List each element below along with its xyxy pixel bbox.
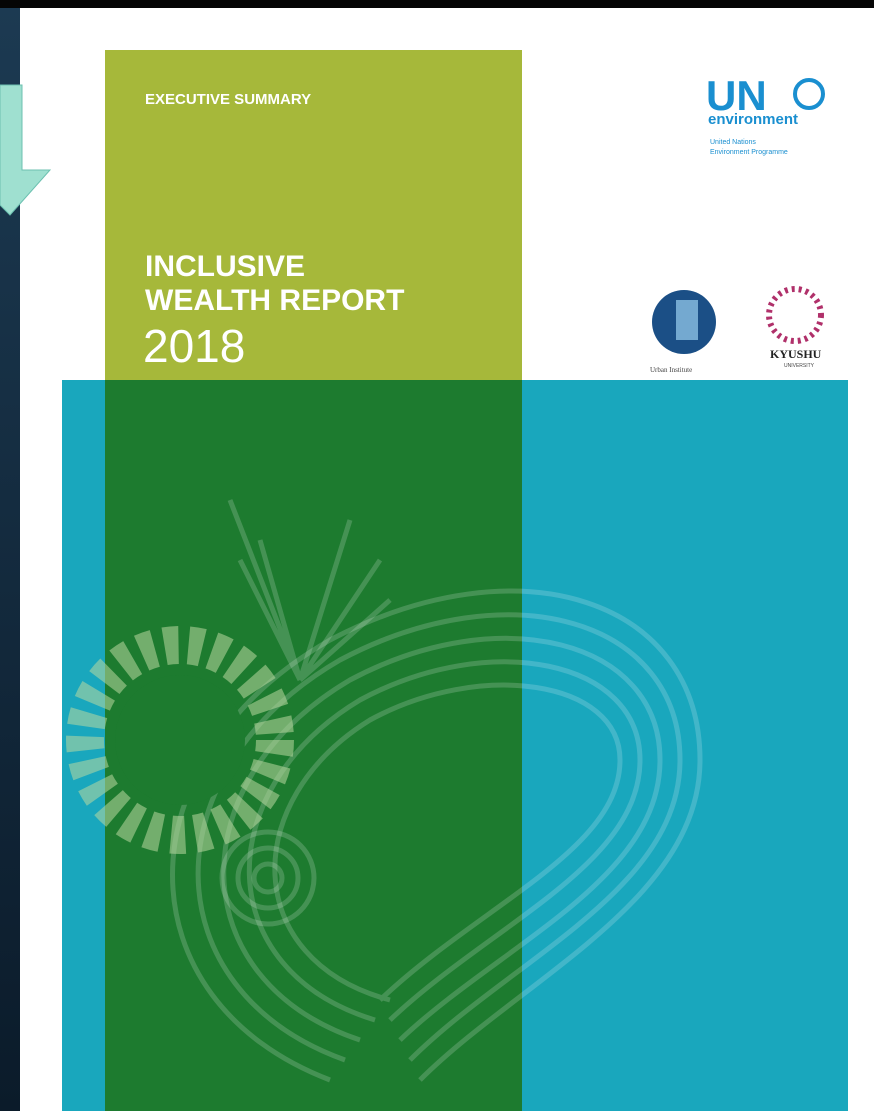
year: 2018 [143,320,245,372]
top-border [0,0,874,8]
un-environment: environment [708,111,798,128]
un-emblem [793,78,825,110]
gear-hole [115,675,245,805]
un-logo: UN [706,72,767,119]
olive-block [105,50,522,380]
kyushu-sub: UNIVERSITY [784,363,815,369]
urban-logo-building [676,300,698,340]
arrow [0,84,52,216]
kyushu-name: KYUSHU [770,347,822,361]
title-line: INCLUSIVE [145,250,305,283]
un-full: United Nations [710,139,756,146]
gear [66,626,294,854]
un-full: Environment Programme [710,149,788,156]
title-line: WEALTH REPORT [145,284,404,317]
decoration [170,499,703,1083]
kyushu-emblem [766,286,824,344]
cover-label: EXECUTIVE SUMMARY [145,91,311,108]
urban-name: Urban Institute [650,366,692,374]
